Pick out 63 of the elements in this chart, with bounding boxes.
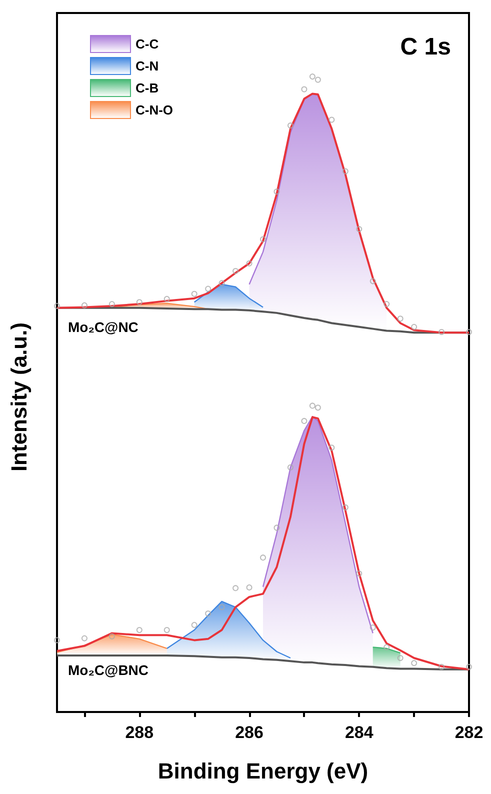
annotation: Mo₂C@NC — [68, 319, 138, 335]
x-tick-label: 286 — [235, 723, 264, 742]
x-tick-label: 282 — [454, 723, 484, 742]
point — [274, 188, 280, 195]
point — [438, 664, 445, 670]
point — [309, 402, 316, 409]
point — [205, 286, 212, 292]
point — [342, 504, 348, 510]
point — [218, 604, 225, 610]
point — [466, 664, 472, 670]
point — [411, 324, 418, 330]
point — [191, 622, 198, 628]
point — [314, 76, 321, 83]
point — [164, 627, 170, 634]
annotation: Mo₂C@BNC — [68, 662, 149, 678]
point — [191, 290, 198, 297]
text: C 1s — [400, 34, 452, 60]
point — [54, 302, 60, 309]
point — [384, 301, 390, 308]
point — [205, 610, 212, 617]
point — [397, 316, 404, 322]
point — [438, 329, 445, 335]
x-tick-label: 288 — [125, 723, 154, 742]
point — [466, 329, 472, 335]
point — [108, 301, 115, 308]
legend-label: C-C — [136, 36, 160, 52]
point — [301, 86, 308, 92]
point — [356, 226, 362, 232]
point — [54, 637, 60, 644]
point — [384, 644, 390, 650]
point — [301, 418, 308, 424]
point — [370, 278, 376, 284]
y-axis-title: Intensity (a.u.) — [6, 322, 32, 472]
point — [356, 570, 362, 576]
legend-label: C-B — [136, 80, 159, 96]
x-tick-label: 284 — [344, 723, 374, 742]
point — [309, 74, 316, 80]
point — [108, 633, 115, 640]
point — [287, 122, 294, 128]
point — [136, 299, 142, 306]
point — [370, 624, 376, 630]
point — [81, 635, 88, 642]
point — [232, 268, 239, 274]
point — [164, 296, 170, 302]
point — [274, 524, 280, 531]
point — [397, 654, 404, 661]
point — [260, 236, 266, 242]
point — [328, 444, 335, 451]
point — [342, 168, 348, 174]
point — [246, 260, 252, 266]
point — [218, 280, 225, 286]
legend-label: C-N-O — [136, 102, 174, 118]
point — [411, 660, 418, 666]
point — [136, 627, 142, 634]
point — [260, 554, 266, 561]
point — [246, 584, 252, 590]
point — [232, 585, 239, 592]
point — [81, 302, 88, 308]
point — [314, 404, 321, 411]
legend-label: C-N — [136, 58, 159, 74]
x-axis-title: Binding Energy (eV) — [158, 758, 368, 784]
point — [287, 464, 294, 470]
point — [328, 116, 335, 123]
